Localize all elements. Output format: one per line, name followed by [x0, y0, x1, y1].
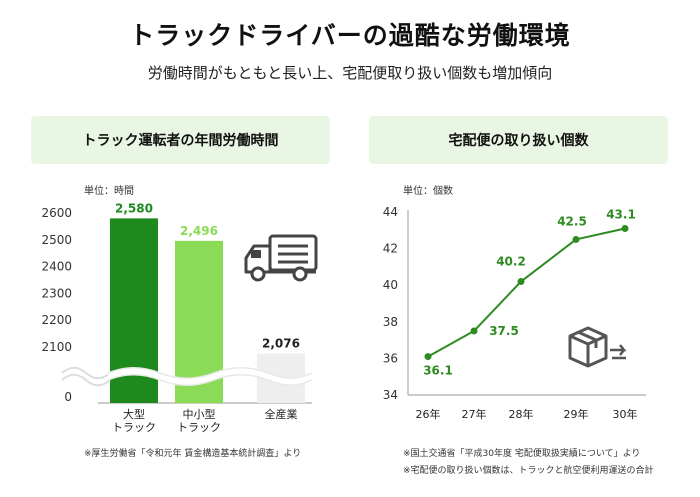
parcel-count-chart-title: 宅配便の取り扱い個数: [369, 116, 668, 164]
y-tick-label: 34: [383, 388, 398, 402]
source-note-right-2: ※宅配便の取り扱い個数は、トラックと航空便利用運送の合計: [403, 466, 654, 476]
data-label: 2,580: [115, 201, 153, 215]
axis-break-band: [108, 367, 312, 386]
y-tick-label: 2100: [41, 340, 72, 354]
y-tick-label: 38: [383, 315, 398, 329]
y-tick-label: 2500: [41, 233, 72, 247]
axis-break-marker: [61, 366, 111, 387]
data-point: [517, 278, 525, 286]
series-line: [427, 227, 626, 358]
x-tick-label: 30年: [613, 407, 638, 421]
y-tick-label: 2400: [41, 260, 72, 274]
data-point: [572, 235, 580, 243]
unit-label: 単位：時間: [84, 184, 134, 197]
data-point: [470, 327, 478, 335]
x-tick-label: 28年: [509, 407, 534, 421]
truck-icon: [244, 234, 318, 282]
data-label: 36.1: [423, 364, 453, 378]
data-label: 2,076: [262, 336, 300, 350]
bar: [175, 240, 223, 403]
x-tick-label: 大型: [123, 407, 145, 421]
data-point: [621, 224, 629, 232]
unit-label: 単位：個数: [403, 184, 453, 197]
y-tick-label: 42: [383, 242, 398, 256]
x-tick-label: トラック: [177, 421, 221, 434]
y-tick-label: 40: [383, 278, 398, 292]
axis-break-edge: [107, 367, 313, 379]
x-tick-label: 中小型: [183, 407, 216, 421]
data-label: 43.1: [606, 207, 636, 221]
y-tick-label: 0: [64, 390, 72, 404]
source-note-right-1: ※国土交通省「平成30年度 宅配便取扱実績について」より: [403, 449, 641, 459]
package-delivery-icon: [568, 326, 627, 368]
bar: [257, 353, 305, 403]
x-tick-label: トラック: [112, 421, 156, 434]
data-label: 40.2: [496, 255, 526, 269]
y-tick-label: 2200: [41, 313, 72, 327]
y-tick-label: 36: [383, 351, 398, 365]
x-tick-label: 27年: [462, 407, 487, 421]
data-point: [424, 353, 432, 361]
axis-break-edge: [107, 374, 313, 386]
x-tick-label: 全産業: [265, 407, 298, 421]
page-title: トラックドライバーの過酷な労働環境: [129, 21, 571, 50]
y-tick-label: 2300: [41, 286, 72, 300]
source-note-left: ※厚生労働省「令和元年 賃金構造基本統計調査」より: [84, 449, 302, 459]
page-subtitle: 労働時間がもともと長い上、宅配便取り扱い個数も増加傾向: [147, 64, 553, 82]
data-label: 42.5: [557, 214, 587, 228]
working-hours-chart-title: トラック運転者の年間労働時間: [31, 116, 330, 164]
bar: [110, 218, 158, 403]
x-tick-label: 29年: [564, 407, 589, 421]
data-label: 37.5: [489, 324, 519, 338]
x-tick-label: 26年: [416, 407, 441, 421]
y-tick-label: 44: [383, 205, 398, 219]
data-label: 2,496: [180, 224, 218, 238]
y-tick-label: 2600: [41, 206, 72, 220]
